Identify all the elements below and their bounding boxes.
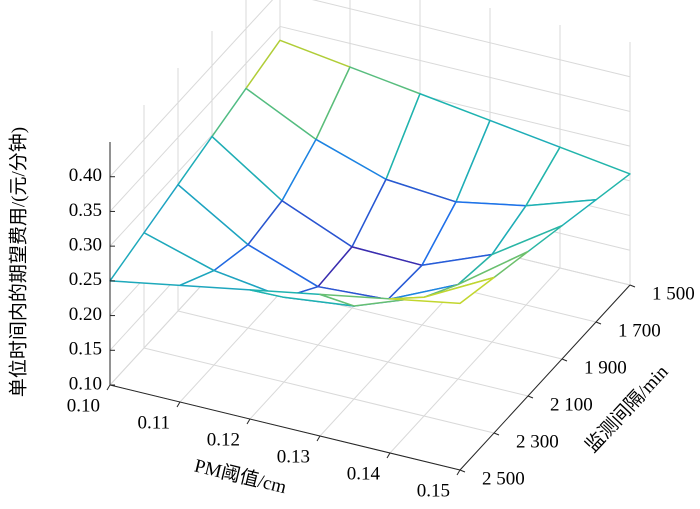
x-tick (456, 469, 461, 476)
x-tick-label: 0.14 (347, 463, 381, 484)
floor-grid-line (177, 310, 529, 397)
z-axis-label: 单位时间内的期望费用/(元/分钟) (7, 127, 29, 397)
x-tick-label: 0.15 (417, 480, 450, 501)
wall-grid-line (311, 0, 631, 78)
x-axis-label: PM阈值/cm (192, 455, 289, 499)
z-tick-label: 0.20 (69, 304, 102, 325)
axes-front: 0.10 0.11 0.12 0.13 0.14 0.15 1 500 1 700 1 900 2… (67, 142, 695, 501)
y-tick-label: 1 900 (584, 357, 627, 378)
y-tick-label: 2 500 (482, 468, 525, 489)
x-tick (386, 452, 391, 459)
z-tick-label: 0.10 (69, 373, 102, 394)
x-tick (176, 401, 181, 408)
z-tick-label: 0.25 (69, 269, 102, 290)
y-tick-label: 2 100 (550, 394, 593, 415)
z-tick-label: 0.40 (69, 165, 102, 186)
wall-grid-line (109, 0, 274, 178)
z-tick-label: 0.30 (69, 235, 102, 256)
x-tick (106, 384, 111, 391)
z-tick-label: 0.15 (69, 339, 102, 360)
wall-grid-line (279, 25, 631, 112)
z-tick-label: 0.35 (69, 200, 102, 221)
x-axis-line (109, 384, 461, 471)
y-tick-label: 2 300 (516, 431, 559, 452)
y-tick-label: 1 700 (618, 320, 661, 341)
y-tick (629, 284, 636, 288)
x-tick-label: 0.13 (277, 446, 310, 467)
floor-grid-line (389, 267, 561, 454)
y-tick (493, 432, 500, 436)
wall-grid-line (109, 26, 281, 212)
surface (109, 39, 631, 307)
x-tick (246, 418, 251, 425)
x-tick-label: 0.10 (67, 395, 100, 416)
y-tick (561, 358, 568, 362)
floor-grid-line (143, 347, 495, 434)
x-tick-label: 0.12 (207, 429, 240, 450)
x-tick (316, 435, 321, 442)
y-tick (595, 321, 602, 325)
y-tick (459, 469, 466, 473)
y-axis-line (459, 284, 631, 471)
x-tick-label: 0.11 (137, 412, 170, 433)
surface-cell (389, 276, 495, 305)
y-tick-label: 1 500 (652, 283, 695, 304)
y-tick (527, 395, 534, 399)
